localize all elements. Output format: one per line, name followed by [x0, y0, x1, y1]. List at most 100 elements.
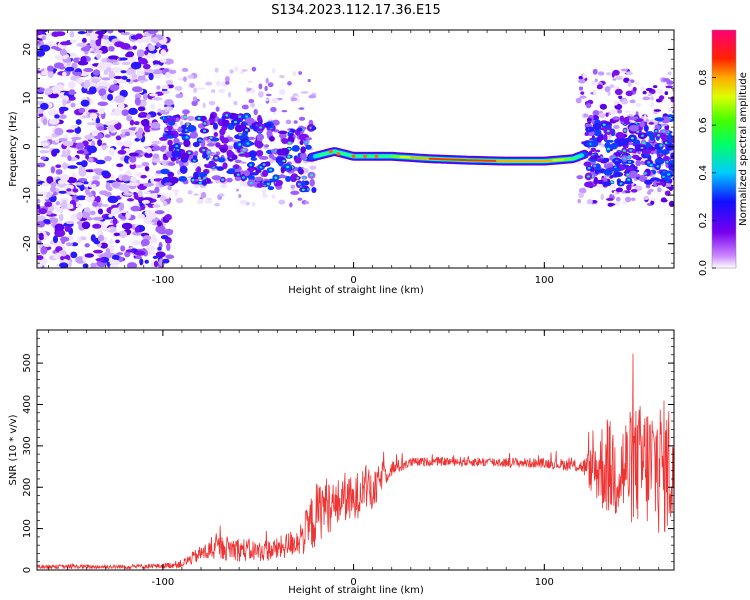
spectrogram-blob [165, 254, 175, 259]
spectrogram-blob [309, 178, 315, 187]
spectrogram-blob [234, 66, 239, 72]
spectrogram-blob [227, 168, 236, 174]
spectrogram-blob [166, 116, 177, 123]
spectrogram-blob [623, 157, 627, 160]
spectrogram-blob [47, 70, 54, 79]
spectrogram-blob [586, 199, 593, 205]
spectrogram-blob [89, 112, 98, 120]
spectrogram-blob [131, 86, 143, 93]
spectrogram-blob [618, 95, 623, 100]
spectrogram-blob [209, 136, 213, 139]
spectrogram-blob [310, 174, 313, 177]
spectrogram-xlabel: Height of straight line (km) [288, 285, 424, 296]
spectrogram-blob [61, 236, 66, 245]
spectrogram-blob [37, 70, 42, 74]
spectrogram-blob [639, 160, 645, 165]
spectrogram-blob [645, 87, 654, 92]
spectrogram-blob [234, 159, 242, 164]
spectrogram-blob [664, 183, 673, 188]
spectrogram-blob [111, 254, 120, 261]
spectrogram-blob [88, 35, 99, 41]
spectrogram-blob [59, 262, 69, 268]
spectrogram-blob [97, 101, 109, 107]
spectrogram-blob [238, 153, 247, 157]
spectrogram-blob [216, 80, 221, 87]
spectrogram-blob [248, 150, 257, 158]
spectrogram-blob [102, 35, 110, 40]
spectrogram-blob [576, 175, 584, 180]
spectrogram-blob [222, 162, 228, 170]
spectrogram-blob [149, 93, 158, 97]
spectrogram-blob [179, 152, 190, 160]
spectrogram-blob [172, 189, 180, 192]
spectrogram-blob [308, 94, 317, 99]
spectrogram-blob [591, 140, 599, 148]
spectrogram-blob [221, 125, 228, 132]
spectrogram-blob [189, 83, 195, 88]
spectrogram-blob [130, 176, 137, 183]
spectrogram-blob [54, 62, 64, 69]
spectrogram-blob [101, 62, 113, 68]
spectrogram-blob [175, 144, 179, 148]
spectrogram-blob [84, 253, 95, 258]
spectrogram-blob [272, 67, 276, 74]
spectrogram-blob [79, 183, 85, 192]
spectrogram-blob [239, 199, 248, 205]
colorbar-frame [711, 29, 737, 269]
spectrogram-blob [120, 43, 131, 50]
spectrogram-blob [374, 154, 379, 158]
spectrogram-blob [606, 129, 610, 133]
spectrogram-blob [197, 117, 201, 120]
spectrogram-blob [116, 141, 124, 146]
spectrogram-blob [642, 149, 652, 155]
spectrogram-blob [603, 133, 608, 142]
spectrogram-xtick-label: 100 [535, 275, 554, 286]
spectrogram-blob [586, 175, 590, 178]
spectrogram-blob [643, 114, 647, 121]
spectrogram-blob [114, 95, 125, 104]
spectrogram-blob [279, 89, 286, 95]
spectrogram-blob [174, 117, 180, 122]
spectrogram-blob [626, 184, 632, 191]
spectrogram-blob [214, 156, 218, 160]
spectrogram-blob [609, 84, 615, 89]
spectrogram-blob [561, 158, 565, 161]
spectrogram-blob [264, 144, 270, 148]
spectrogram-blob [206, 178, 211, 184]
spectrogram-blob [674, 118, 679, 123]
spectrogram-blob [287, 81, 292, 86]
spectrogram-blob [626, 114, 635, 117]
spectrogram-blob [610, 181, 614, 184]
snr-ylabel: SNR (10 * v/v) [8, 414, 19, 485]
spectrogram-blob [602, 157, 607, 163]
spectrogram-blob [245, 115, 249, 118]
spectrogram-blob [92, 175, 100, 181]
spectrogram-blob [654, 117, 665, 122]
spectrogram-blob [174, 190, 179, 197]
spectrogram-blob [131, 240, 141, 246]
spectrogram-blob [298, 168, 304, 175]
spectrogram-blob [258, 91, 264, 98]
spectrogram-blob [179, 165, 188, 174]
spectrogram-blob [55, 164, 62, 168]
spectrogram-blob [165, 231, 173, 236]
spectrogram-blob [38, 232, 45, 241]
spectrogram-blob [287, 155, 291, 158]
spectrogram-blob [132, 230, 142, 236]
spectrogram-blob [279, 174, 285, 179]
spectrogram-blob [70, 102, 76, 108]
snr-xtick-label: -100 [152, 577, 175, 588]
colorbar-gradient [712, 30, 736, 268]
spectrogram-blob [156, 85, 161, 90]
spectrogram-blob [667, 107, 674, 113]
spectrogram-blob [60, 256, 65, 261]
spectrogram-blob [98, 88, 107, 97]
spectrogram-blob [84, 195, 95, 203]
spectrogram-blob [44, 201, 53, 208]
spectrogram-blob [85, 154, 90, 160]
spectrogram-blob [139, 112, 146, 116]
spectrogram-blob [70, 124, 78, 129]
spectrogram-blob [620, 70, 627, 74]
spectrogram-blob [87, 122, 98, 126]
